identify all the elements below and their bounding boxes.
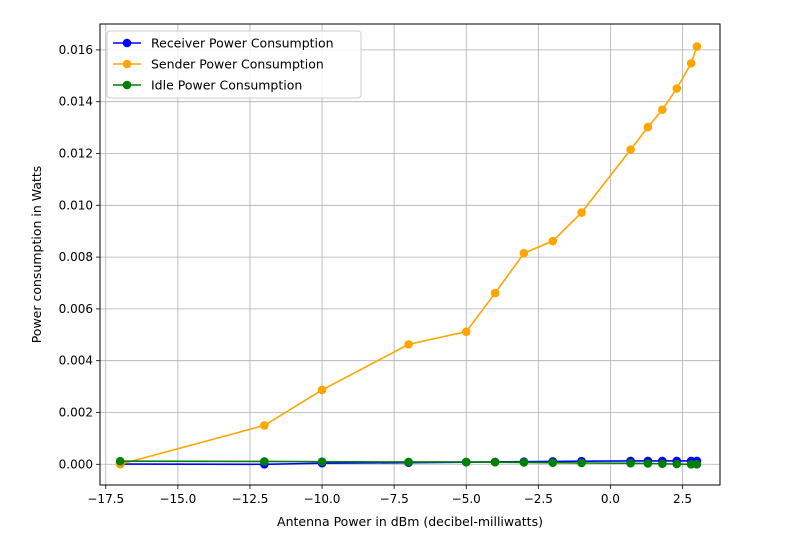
- data-point: [692, 459, 702, 469]
- x-axis: −17.5 −15.0 −12.5 −10.0 −7.5 −5.0 −2.5 0.0 2.5: [87, 485, 692, 506]
- legend-marker: [122, 38, 132, 48]
- data-point: [490, 457, 500, 467]
- x-tick-label: −5.0: [452, 492, 481, 506]
- data-point: [115, 456, 125, 466]
- data-point: [686, 59, 696, 68]
- grid: [100, 24, 720, 485]
- x-tick-label: −7.5: [380, 492, 409, 506]
- data-point: [672, 459, 682, 469]
- legend-marker: [122, 80, 132, 90]
- data-point: [519, 248, 529, 258]
- y-tick-label: 0.004: [59, 354, 93, 368]
- data-point: [404, 340, 413, 349]
- data-point: [519, 458, 529, 467]
- data-point: [461, 327, 471, 336]
- data-point: [404, 457, 413, 467]
- data-point: [643, 459, 653, 468]
- y-tick-label: 0.014: [59, 95, 93, 109]
- data-point: [626, 458, 635, 468]
- data-point: [260, 421, 269, 430]
- y-tick-label: 0.012: [59, 146, 93, 160]
- data-point: [490, 288, 500, 298]
- x-tick-label: −17.5: [87, 492, 124, 506]
- y-tick-label: 0.016: [59, 43, 93, 57]
- series-layer: [115, 42, 702, 469]
- y-tick-label: 0.002: [59, 405, 93, 419]
- legend-item: Receiver Power Consumption: [113, 36, 334, 51]
- x-tick-label: 0.0: [601, 492, 620, 506]
- data-point: [672, 84, 682, 93]
- x-axis-label: Antenna Power in dBm (decibel-milliwatts…: [277, 514, 543, 529]
- data-point: [317, 457, 327, 466]
- y-tick-label: 0.008: [59, 250, 93, 264]
- legend-item: Sender Power Consumption: [113, 57, 324, 72]
- x-tick-label: 2.5: [673, 492, 692, 506]
- legend-label: Receiver Power Consumption: [151, 36, 334, 51]
- series-1: [115, 42, 702, 469]
- legend-marker: [122, 59, 132, 69]
- x-tick-label: −15.0: [159, 492, 196, 506]
- x-tick-label: −2.5: [524, 492, 553, 506]
- data-point: [317, 385, 327, 395]
- data-point: [626, 145, 635, 154]
- legend-item: Idle Power Consumption: [113, 78, 302, 93]
- y-tick-label: 0.000: [59, 457, 93, 471]
- data-point: [548, 236, 558, 246]
- data-point: [461, 457, 471, 467]
- legend-label: Sender Power Consumption: [151, 57, 324, 72]
- y-axis: 0.000 0.002 0.004 0.006 0.008 0.010 0.012 0.014…: [59, 43, 100, 471]
- legend-box: [106, 30, 362, 99]
- data-point: [577, 208, 586, 217]
- legend-label: Idle Power Consumption: [151, 78, 302, 93]
- data-point: [658, 105, 667, 115]
- data-point: [692, 42, 702, 51]
- data-point: [260, 457, 269, 466]
- data-point: [548, 458, 558, 468]
- series-2: [115, 456, 702, 469]
- legend: Receiver Power Consumption Sender Power C…: [106, 30, 362, 99]
- data-point: [577, 458, 586, 468]
- y-tick-label: 0.006: [59, 302, 93, 316]
- data-point: [643, 122, 653, 132]
- x-tick-label: −10.0: [304, 492, 341, 506]
- x-tick-label: −12.5: [232, 492, 269, 506]
- y-axis-label: Power consumption in Watts: [29, 166, 44, 344]
- data-point: [658, 459, 667, 469]
- y-tick-label: 0.010: [59, 198, 93, 212]
- plot-frame: [99, 23, 721, 486]
